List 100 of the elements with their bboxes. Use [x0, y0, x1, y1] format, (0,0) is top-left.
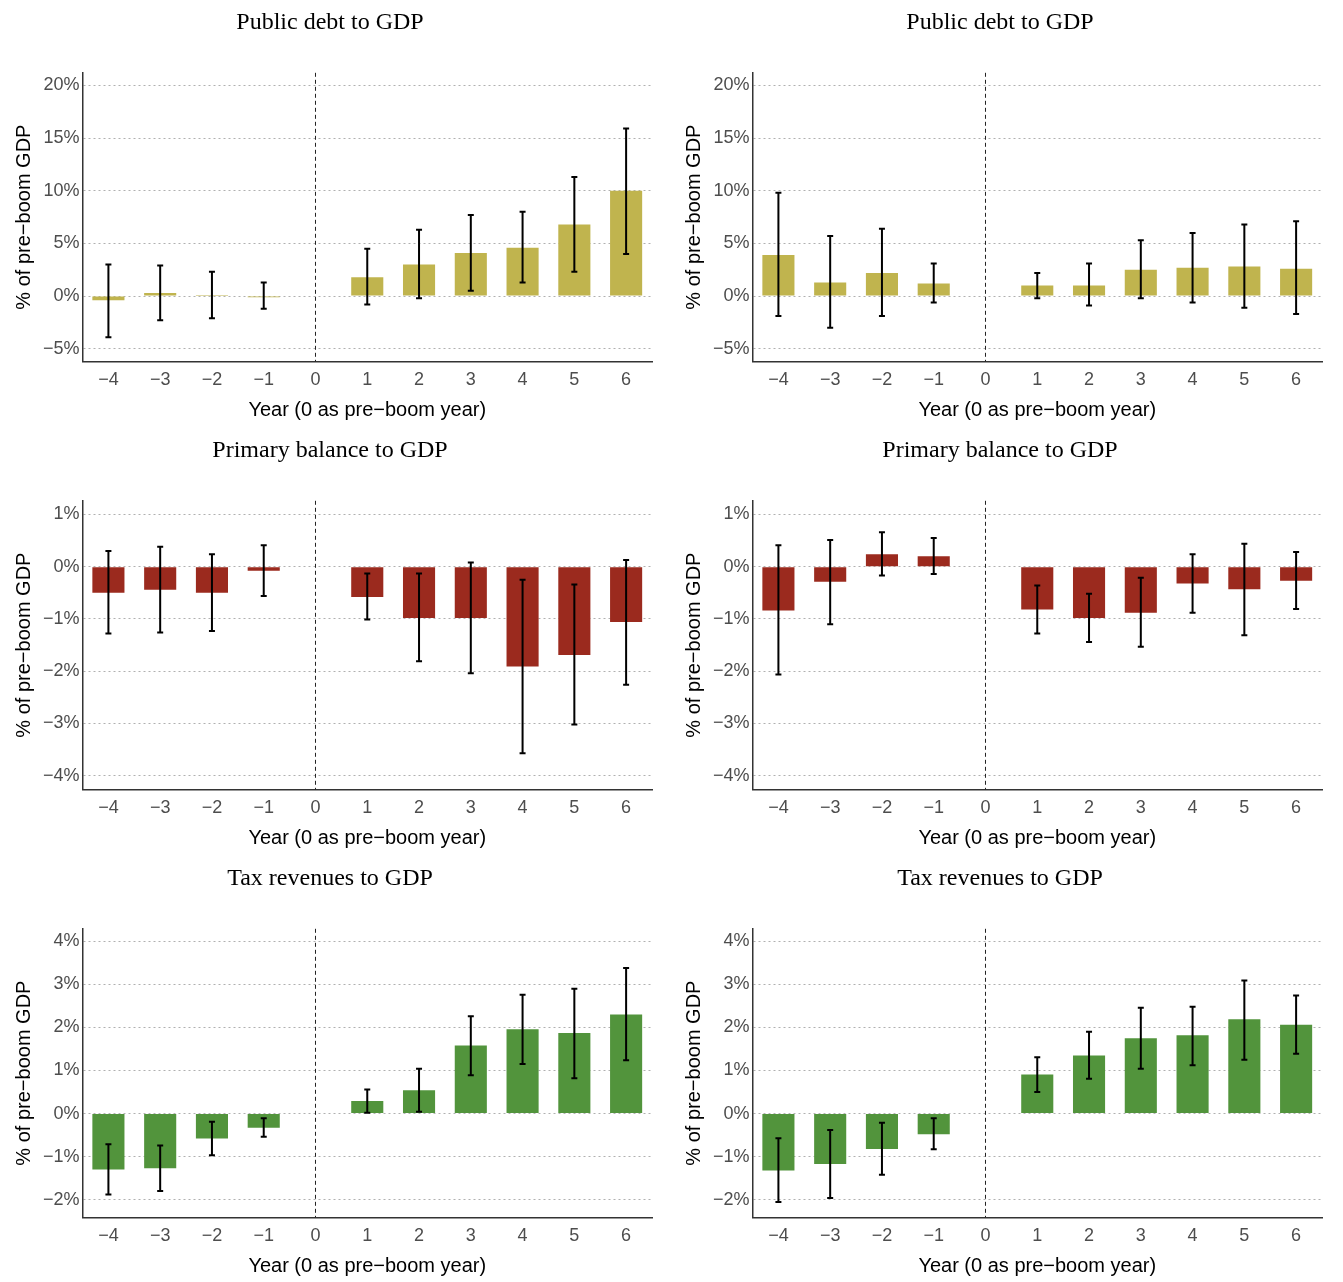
bar: [1124, 269, 1157, 296]
bar: [762, 1114, 795, 1171]
x-tick-label: 1: [362, 797, 373, 818]
y-axis-title: % of pre−boom GDP: [11, 980, 34, 1166]
bar: [195, 1114, 228, 1139]
x-tick-label: 0: [980, 797, 991, 818]
y-axis-title: % of pre−boom GDP: [681, 552, 704, 738]
y-tick-label: 10%: [43, 179, 80, 200]
y-tick-label: 10%: [713, 179, 750, 200]
bar: [402, 1090, 436, 1114]
y-tick-label: 0%: [723, 285, 750, 306]
x-tick-label: −1: [253, 1225, 274, 1246]
x-tick-label: 1: [362, 369, 373, 390]
bar: [1280, 1024, 1313, 1114]
bar: [1021, 285, 1054, 296]
y-tick-label: −2%: [43, 660, 80, 681]
x-axis-title: Year (0 as pre−boom year): [248, 1253, 487, 1276]
x-tick-label: 1: [362, 1225, 373, 1246]
y-tick-label: 15%: [43, 127, 80, 148]
bar: [610, 190, 643, 296]
bar: [814, 1114, 847, 1164]
y-tick-label: 1%: [723, 1059, 750, 1080]
x-tick-label: 3: [1135, 1225, 1146, 1246]
x-tick-label: 2: [414, 1225, 425, 1246]
bar: [1228, 1019, 1261, 1114]
bar: [558, 1033, 591, 1114]
x-tick-label: 0: [310, 1225, 321, 1246]
y-tick-label: −1%: [43, 607, 80, 628]
bar: [1176, 1035, 1209, 1114]
x-tick-label: 2: [414, 369, 425, 390]
y-tick-label: 5%: [53, 232, 80, 253]
bar: [1072, 285, 1106, 296]
bar: [506, 1029, 539, 1114]
y-tick-label: 1%: [723, 503, 750, 524]
x-tick-label: 3: [465, 1225, 476, 1246]
x-tick-label: 5: [1239, 1225, 1250, 1246]
y-axis-title: % of pre−boom GDP: [11, 552, 34, 738]
bar: [1280, 567, 1313, 581]
y-tick-label: 5%: [723, 232, 750, 253]
y-tick-label: 4%: [53, 930, 80, 951]
bar: [1072, 1055, 1106, 1114]
chart-title: Public debt to GDP: [236, 7, 424, 34]
x-tick-label: −4: [768, 797, 789, 818]
bar: [1280, 268, 1313, 296]
y-tick-label: 0%: [53, 555, 80, 576]
x-tick-label: −4: [98, 1225, 119, 1246]
y-tick-label: 0%: [723, 1102, 750, 1123]
x-tick-label: −2: [201, 1225, 223, 1246]
x-tick-label: 5: [1239, 797, 1250, 818]
y-tick-label: −4%: [43, 764, 80, 785]
bar: [762, 255, 795, 296]
x-tick-label: 6: [621, 1225, 632, 1246]
x-tick-label: 3: [1135, 797, 1146, 818]
x-tick-label: −3: [819, 369, 841, 390]
y-tick-label: −2%: [713, 1188, 750, 1209]
x-tick-label: −2: [871, 369, 893, 390]
bar: [865, 1114, 898, 1149]
bar: [1021, 567, 1054, 610]
y-tick-label: 0%: [723, 555, 750, 576]
y-tick-label: 4%: [723, 930, 750, 951]
y-axis-title: % of pre−boom GDP: [681, 124, 704, 310]
x-tick-label: 3: [1135, 369, 1146, 390]
y-tick-label: −1%: [713, 607, 750, 628]
y-tick-label: 20%: [713, 74, 750, 95]
x-tick-label: −3: [819, 1225, 841, 1246]
x-tick-label: 4: [1187, 1225, 1198, 1246]
x-tick-label: −2: [201, 369, 223, 390]
x-tick-label: 1: [1032, 1225, 1043, 1246]
bar: [1176, 567, 1209, 584]
y-tick-label: −2%: [713, 660, 750, 681]
bar: [351, 1101, 384, 1114]
x-tick-label: −4: [768, 369, 789, 390]
x-tick-label: 0: [310, 797, 321, 818]
x-tick-label: −3: [819, 797, 841, 818]
y-tick-label: −1%: [43, 1145, 80, 1166]
x-tick-label: 5: [569, 797, 580, 818]
y-tick-label: −1%: [713, 1145, 750, 1166]
x-tick-label: −2: [871, 797, 893, 818]
x-tick-label: 4: [517, 1225, 528, 1246]
x-tick-label: −1: [923, 797, 944, 818]
bar: [917, 556, 950, 567]
y-tick-label: −3%: [43, 712, 80, 733]
x-tick-label: −1: [923, 369, 944, 390]
x-tick-label: 0: [980, 1225, 991, 1246]
x-tick-label: −2: [201, 797, 223, 818]
y-tick-label: −2%: [43, 1188, 80, 1209]
bar: [506, 247, 539, 296]
x-tick-label: 2: [1084, 797, 1095, 818]
x-tick-label: −3: [149, 369, 171, 390]
bar: [92, 1114, 125, 1170]
x-tick-label: 3: [465, 369, 476, 390]
bar: [1124, 567, 1157, 613]
bar: [865, 554, 898, 567]
y-tick-label: −4%: [713, 764, 750, 785]
bar: [144, 1114, 177, 1169]
y-tick-label: −3%: [713, 712, 750, 733]
x-tick-label: 2: [1084, 1225, 1095, 1246]
bar: [454, 252, 487, 296]
y-tick-label: 15%: [713, 127, 750, 148]
y-tick-label: 3%: [723, 973, 750, 994]
